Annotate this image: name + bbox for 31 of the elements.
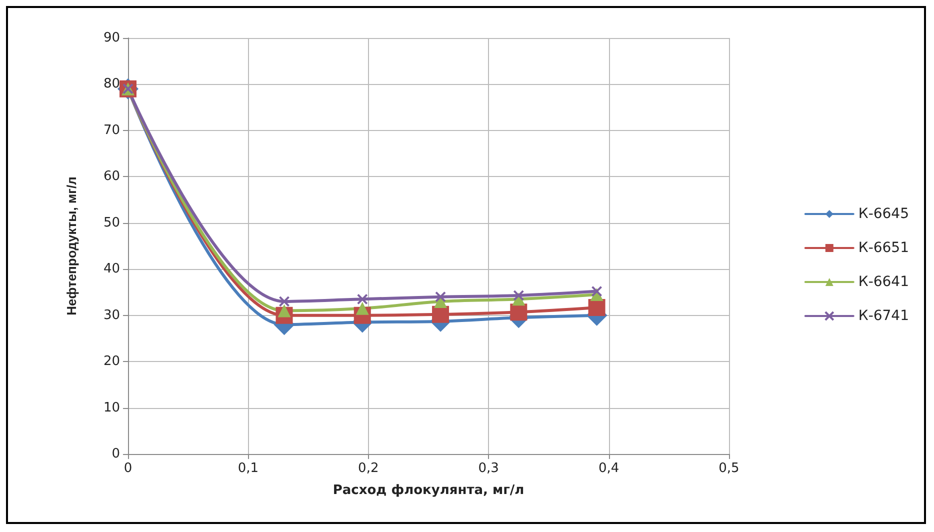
y-tick-label: 20 — [103, 354, 120, 370]
legend-label: К-6651 — [858, 240, 910, 256]
x-tick-label: 0,3 — [478, 461, 499, 476]
legend-label: К-6741 — [858, 308, 910, 324]
y-axis-title: Нефтепродукты, мг/л — [64, 176, 79, 316]
x-axis-title: Расход флокулянта, мг/л — [332, 483, 524, 498]
point — [513, 290, 524, 301]
y-tick-label: 60 — [103, 169, 120, 184]
point — [432, 306, 450, 323]
point — [588, 298, 606, 316]
point — [435, 291, 446, 302]
point — [356, 302, 369, 315]
y-tick-label: 0 — [112, 446, 120, 462]
y-tick-label: 80 — [103, 76, 120, 92]
legend-label: К-6641 — [858, 274, 910, 290]
legend-label: К-6645 — [858, 206, 910, 222]
y-tick-label: 30 — [103, 308, 120, 323]
point — [278, 296, 290, 307]
x-tick-label: 0,2 — [358, 461, 379, 476]
y-tick-label: 40 — [103, 262, 120, 277]
x-tick-label: 0,4 — [598, 461, 620, 476]
y-tick-label: 90 — [103, 30, 120, 46]
y-tick-label: 10 — [103, 400, 120, 416]
y-tick-label: 70 — [103, 122, 120, 138]
point — [510, 304, 528, 321]
point — [356, 294, 368, 305]
x-tick-label: 0,5 — [718, 461, 740, 476]
x-tick-label: 0,1 — [238, 461, 259, 476]
y-tick-label: 50 — [103, 215, 120, 230]
point — [591, 286, 602, 297]
x-tick-label: 0 — [124, 461, 132, 476]
